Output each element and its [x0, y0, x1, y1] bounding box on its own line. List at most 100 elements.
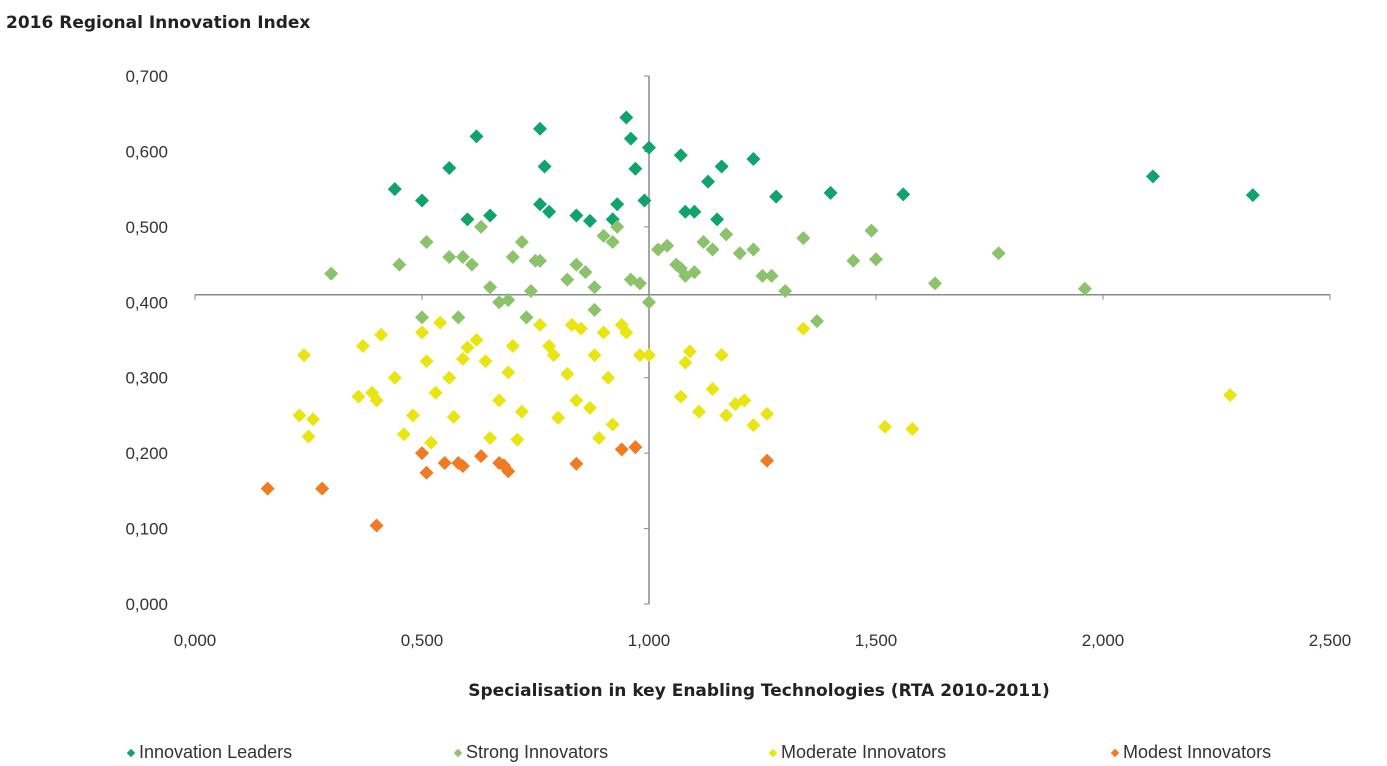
legend-marker-icon — [126, 748, 136, 757]
data-point — [464, 257, 479, 272]
data-point — [474, 449, 489, 464]
data-point — [896, 187, 911, 202]
data-point — [809, 314, 824, 329]
legend-item: Strong Innovators — [453, 742, 609, 763]
legend-marker-icon — [768, 748, 778, 757]
data-point — [746, 151, 761, 166]
data-point — [596, 325, 611, 340]
legend-label: Moderate Innovators — [781, 742, 947, 762]
x-tick-label: 0,000 — [174, 631, 217, 650]
data-point — [505, 339, 520, 354]
data-point — [260, 481, 275, 496]
data-point — [760, 406, 775, 421]
data-point — [573, 321, 588, 336]
data-point — [746, 418, 761, 433]
data-point — [492, 393, 507, 408]
data-point — [587, 302, 602, 317]
data-point — [396, 427, 411, 442]
data-point — [437, 455, 452, 470]
data-point — [474, 219, 489, 234]
data-point — [324, 266, 339, 281]
data-point — [823, 185, 838, 200]
y-tick-label: 0,100 — [125, 520, 168, 539]
data-point — [632, 348, 647, 363]
data-point — [428, 385, 443, 400]
data-point — [673, 261, 688, 276]
x-tick-label: 0,500 — [401, 631, 444, 650]
data-point — [596, 228, 611, 243]
data-point — [673, 148, 688, 163]
data-point — [764, 268, 779, 283]
y-tick-label: 0,300 — [125, 369, 168, 388]
data-point — [442, 250, 457, 265]
data-point — [660, 238, 675, 253]
data-point — [628, 161, 643, 176]
data-points — [260, 110, 1260, 533]
data-point — [306, 412, 321, 427]
data-point — [301, 429, 316, 444]
data-point — [705, 382, 720, 397]
legend-item: Modest Innovators — [1110, 742, 1272, 763]
data-point — [510, 432, 525, 447]
data-point — [415, 446, 429, 461]
data-point — [560, 366, 575, 381]
data-point — [578, 265, 593, 280]
data-point — [592, 431, 607, 446]
data-point — [355, 339, 370, 354]
data-point — [537, 159, 552, 174]
data-point — [569, 208, 584, 223]
data-point — [315, 481, 330, 496]
data-point — [392, 257, 407, 272]
data-point — [928, 276, 943, 291]
x-tick-label: 2,000 — [1082, 631, 1125, 650]
data-point — [560, 272, 575, 287]
data-point — [469, 129, 484, 144]
data-point — [846, 253, 861, 268]
legend-label: Modest Innovators — [1123, 742, 1272, 762]
data-point — [351, 389, 366, 404]
data-point — [505, 250, 520, 265]
legend: Innovation Leaders Strong Innovators Moder… — [0, 742, 1387, 766]
data-point — [415, 325, 429, 340]
data-point — [737, 393, 752, 408]
data-point — [369, 393, 384, 408]
x-tick-label: 1,500 — [855, 631, 898, 650]
legend-label: Strong Innovators — [466, 742, 609, 762]
data-point — [296, 348, 311, 363]
data-point — [714, 159, 729, 174]
data-point — [569, 456, 584, 471]
data-point — [533, 317, 548, 332]
data-point — [701, 174, 716, 189]
y-tick-label: 0,600 — [125, 142, 168, 161]
data-point — [678, 204, 693, 219]
data-point — [460, 340, 475, 355]
legend-label: Innovation Leaders — [139, 742, 293, 762]
data-point — [419, 234, 434, 249]
data-point — [478, 354, 493, 369]
data-point — [292, 408, 307, 423]
data-point — [415, 310, 429, 325]
data-point — [1245, 188, 1260, 203]
data-point — [696, 234, 711, 249]
data-point — [415, 193, 429, 208]
scatter-plot: 0,000 0,100 0,200 0,300 0,400 0,500 0,600 0,700… — [125, 67, 1351, 701]
data-point — [387, 182, 402, 197]
data-point — [483, 280, 498, 295]
data-point — [769, 189, 784, 204]
data-point — [587, 280, 602, 295]
data-point — [796, 231, 811, 246]
data-point — [419, 354, 434, 369]
data-point — [455, 250, 470, 265]
data-point — [514, 234, 529, 249]
data-point — [1145, 169, 1160, 184]
data-point — [710, 212, 725, 227]
data-point — [746, 242, 761, 257]
data-point — [455, 458, 470, 473]
data-point — [569, 393, 584, 408]
data-point — [455, 351, 470, 366]
data-point — [719, 227, 734, 242]
data-point — [1077, 281, 1092, 296]
data-point — [610, 197, 625, 212]
data-point — [419, 465, 434, 480]
y-tick-label: 0,000 — [125, 595, 168, 614]
